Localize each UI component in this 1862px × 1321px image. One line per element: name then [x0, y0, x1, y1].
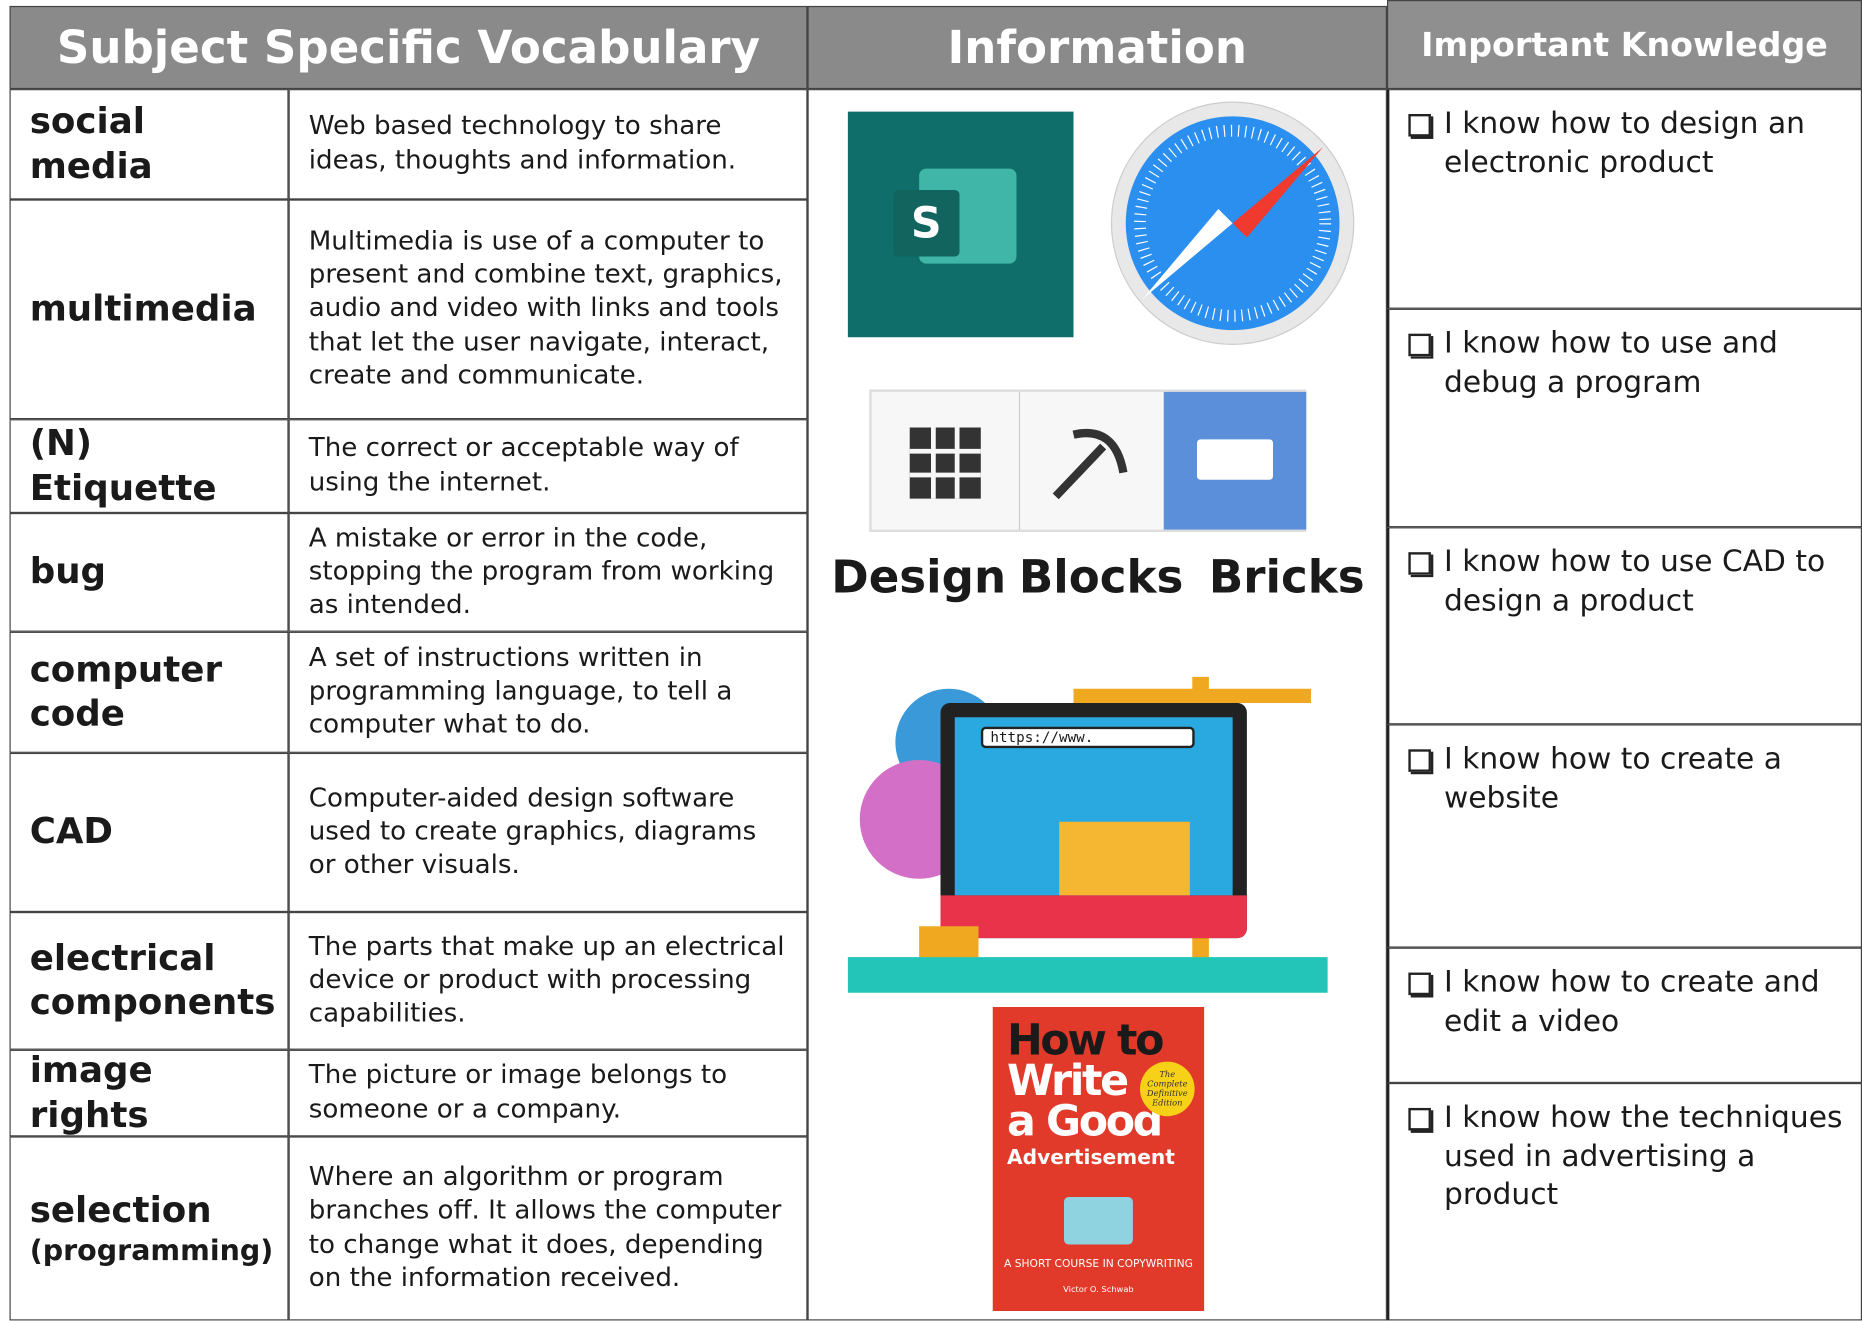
- book-title: Write: [1007, 1057, 1129, 1106]
- knowledge-text: I know how to design an electronic produ…: [1444, 105, 1805, 179]
- url-bar: https://www.: [980, 726, 1195, 749]
- toolbar: [869, 389, 1307, 532]
- term-wrap: selection (programming): [30, 1188, 274, 1268]
- term-text: CAD: [29, 811, 113, 853]
- knowledge-text: I know how to use and debug a program: [1444, 325, 1778, 399]
- vocab-term: multimedia: [9, 199, 289, 420]
- knowledge-item: I know how to create a website: [1387, 724, 1862, 948]
- book-author: Victor O. Schwab: [1063, 1284, 1134, 1295]
- vocab-definition: Web based technology to share ideas, tho…: [288, 89, 808, 200]
- knowledge-text: I know how to create and edit a video: [1444, 964, 1820, 1038]
- knowledge-text: I know how the techniques used in advert…: [1444, 1099, 1843, 1212]
- checkbox: [1408, 972, 1431, 996]
- vocab-term: selection (programming): [9, 1136, 289, 1321]
- sway-icon: S: [847, 111, 1074, 338]
- term-text: electrical components: [29, 937, 276, 1024]
- book-title: How to: [1007, 1016, 1164, 1066]
- book-tagline: A SHORT COURSE IN COPYWRITING: [1004, 1258, 1193, 1271]
- vocab-definition: Multimedia is use of a computer to prese…: [288, 199, 808, 420]
- vocab-definition: The picture or image belongs to someone …: [288, 1049, 808, 1137]
- divider: [1018, 391, 1021, 530]
- vocab-definition: The correct or acceptable way of using t…: [288, 419, 808, 513]
- knowledge-item: I know how to design an electronic produ…: [1387, 89, 1862, 309]
- vocab-term: electrical components: [9, 912, 289, 1050]
- safari-icon: [1110, 101, 1355, 345]
- term-text: multimedia: [29, 288, 257, 330]
- checkbox: [1408, 114, 1431, 137]
- vocab-term: image rights: [9, 1049, 289, 1137]
- book-title: a Good: [1007, 1097, 1163, 1147]
- vocab-definition: Computer-aided design software used to c…: [288, 752, 808, 912]
- app-label: Bricks: [1208, 551, 1365, 604]
- knowledge-item: I know how the techniques used in advert…: [1387, 1083, 1862, 1321]
- crane-arm: [1073, 688, 1311, 703]
- brick: [1197, 439, 1273, 480]
- knowledge-item: I know how to use CAD to design a produc…: [1387, 527, 1862, 725]
- vocab-term: social media: [9, 89, 289, 200]
- app-label: Blocks: [1018, 551, 1184, 604]
- term-text: computer code: [29, 648, 223, 736]
- pickaxe-icon: [1052, 428, 1128, 500]
- vocab-term: computer code: [9, 631, 289, 753]
- grid-icon: [909, 427, 981, 499]
- book-badge: The Complete Definitive Edition: [1140, 1061, 1195, 1117]
- vocab-definition: A mistake or error in the code, stopping…: [288, 513, 808, 632]
- knowledge-header: Important Knowledge: [1387, 0, 1862, 90]
- vocab-definition: A set of instructions written in program…: [288, 631, 808, 753]
- typewriter: [1064, 1197, 1133, 1245]
- checkbox: [1408, 1107, 1431, 1131]
- term-text: (N) Etiquette: [29, 422, 217, 509]
- desk: [847, 957, 1328, 993]
- term-text: image rights: [29, 1049, 153, 1136]
- bricks-tab: [1163, 391, 1307, 530]
- vocab-definition: Where an algorithm or program branches o…: [288, 1136, 808, 1321]
- vocab-term: (N) Etiquette: [9, 419, 289, 513]
- vocab-term: bug: [9, 513, 289, 632]
- term-text: selection: [29, 1189, 212, 1232]
- vocab-header: Subject Specific Vocabulary: [9, 5, 808, 90]
- bricks: [1059, 821, 1190, 896]
- knowledge-item: I know how to create and edit a video: [1387, 947, 1862, 1083]
- term-text: social media: [29, 100, 153, 188]
- website-illustration: https://www.: [847, 676, 1328, 993]
- vocab-term: CAD: [9, 752, 289, 912]
- knowledge-item: I know how to use and debug a program: [1387, 308, 1862, 528]
- term-text: bug: [29, 551, 107, 593]
- monitor: https://www.: [940, 703, 1247, 939]
- term-note: (programming): [29, 1234, 274, 1268]
- book-cover: How to Write a Good Advertisement The Co…: [992, 1007, 1205, 1311]
- monitor-base: [940, 895, 1247, 939]
- app-label: Design: [831, 551, 1007, 604]
- knowledge-text: I know how to use CAD to design a produc…: [1444, 543, 1826, 617]
- info-header: Information: [807, 5, 1387, 90]
- knowledge-text: I know how to create a website: [1444, 741, 1782, 815]
- sway-letter: S: [893, 190, 960, 257]
- checkbox: [1408, 552, 1431, 575]
- book-subtitle: Advertisement: [1007, 1145, 1175, 1170]
- checkbox: [1408, 333, 1431, 357]
- checkbox: [1408, 749, 1431, 772]
- vocab-definition: The parts that make up an electrical dev…: [288, 912, 808, 1050]
